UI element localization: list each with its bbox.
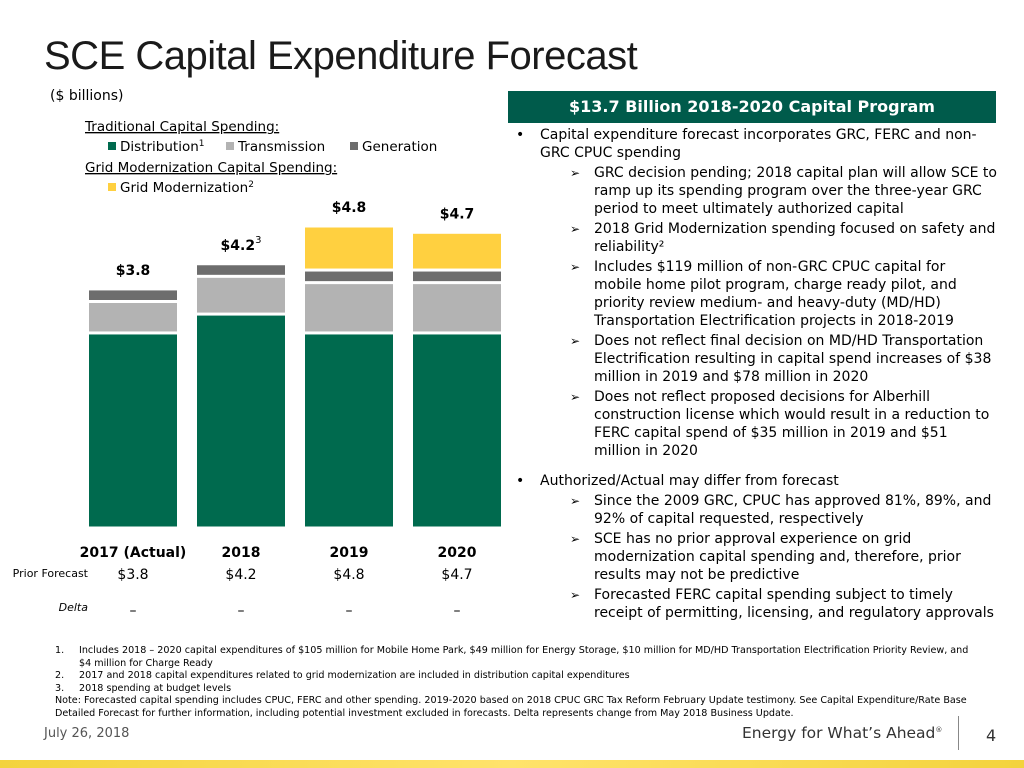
sub-bullet: Does not reflect proposed decisions for … (540, 388, 997, 460)
legend-label: Grid Modernization2 (120, 180, 254, 196)
footnote-text: Includes 2018 – 2020 capital expenditure… (79, 645, 969, 669)
legend-name: Grid Modernization (120, 180, 248, 196)
footer-stripe (0, 760, 1024, 768)
sub-bullet: Since the 2009 GRC, CPUC has approved 81… (540, 492, 997, 528)
footnote: 1. Includes 2018 – 2020 capital expenditu… (55, 645, 975, 670)
legend-swatch (226, 142, 234, 150)
total-label: $4.7 (440, 206, 475, 222)
page-number: 4 (986, 726, 997, 745)
footnotes: 1. Includes 2018 – 2020 capital expenditu… (55, 645, 975, 720)
legend-label: Distribution1 (120, 139, 205, 155)
total-label: $4.8 (332, 200, 367, 216)
footnote-number: 1. (55, 645, 65, 656)
bar-segment (197, 265, 285, 275)
divider (958, 716, 959, 750)
bar-segment (413, 284, 501, 332)
bullet: Capital expenditure forecast incorporate… (512, 126, 997, 460)
footnote: 2. 2017 and 2018 capital expenditures rel… (55, 670, 975, 683)
footnote-text: 2017 and 2018 capital expenditures relat… (79, 670, 630, 681)
total-label: $3.8 (116, 263, 151, 279)
sub-bullet: GRC decision pending; 2018 capital plan … (540, 164, 997, 218)
legend-name: Distribution (120, 139, 199, 155)
bar-segment (305, 271, 393, 282)
table-cell: – (129, 603, 137, 619)
legend-heading: Traditional Capital Spending: (84, 119, 279, 135)
tagline-mark: ® (935, 725, 943, 734)
bar-segment (89, 290, 177, 300)
sub-bullet: Forecasted FERC capital spending subject… (540, 586, 997, 622)
footnote-number: 2. (55, 670, 65, 681)
total-note: 3 (255, 235, 261, 246)
sub-bullet: Includes $119 million of non-GRC CPUC ca… (540, 258, 997, 330)
table-cell: $4.8 (333, 567, 365, 583)
legend-note: 2 (248, 180, 254, 190)
legend-name: Transmission (237, 139, 325, 155)
bar-segment (197, 315, 285, 527)
bar-segment (305, 227, 393, 269)
sub-bullet: SCE has no prior approval experience on … (540, 530, 997, 584)
total-value: $4.2 (221, 238, 256, 254)
category-label: 2018 (222, 545, 261, 561)
category-label: 2020 (438, 545, 477, 561)
panel-header: $13.7 Billion 2018-2020 Capital Program (508, 91, 996, 123)
bar-segment (197, 277, 285, 313)
bar-segment (89, 303, 177, 332)
table-cell: $3.8 (117, 567, 149, 583)
subtitle: ($ billions) (50, 88, 124, 104)
footnote-text: 2018 spending at budget levels (79, 682, 232, 694)
legend-note: 1 (199, 139, 205, 149)
bullet-panel: Capital expenditure forecast incorporate… (512, 126, 997, 628)
bullet: Authorized/Actual may differ from foreca… (512, 472, 997, 622)
total-value: $4.8 (332, 200, 367, 216)
table-cell: – (345, 603, 353, 619)
sub-bullet: 2018 Grid Modernization spending focused… (540, 220, 997, 256)
footnote-number: 3. (55, 682, 65, 694)
row-label: Prior Forecast (12, 567, 88, 580)
bar-segment (413, 334, 501, 527)
bullet-text: Authorized/Actual may differ from foreca… (540, 473, 839, 489)
footnote: 3. 2018 spending at budget levels (55, 683, 975, 696)
row-label: Delta (58, 601, 88, 614)
legend-swatch (108, 183, 116, 191)
footer-date: July 26, 2018 (44, 726, 130, 741)
table-cell: – (453, 603, 461, 619)
sub-bullet: Does not reflect final decision on MD/HD… (540, 332, 997, 386)
category-label: 2017 (Actual) (80, 545, 187, 561)
legend-label: Generation (362, 139, 437, 155)
legend-heading: Grid Modernization Capital Spending: (85, 160, 337, 176)
bar-segment (413, 233, 501, 269)
table-cell: $4.7 (441, 567, 473, 583)
bullet-text: Capital expenditure forecast incorporate… (540, 127, 977, 161)
bar-segment (413, 271, 501, 282)
total-label: $4.23 (221, 235, 262, 254)
footnote: Note: Forecasted capital spending includ… (55, 695, 975, 720)
bar-segment (305, 334, 393, 527)
slide-title: SCE Capital Expenditure Forecast (44, 34, 638, 78)
bar-segment (305, 284, 393, 332)
total-value: $3.8 (116, 263, 151, 279)
chart: Traditional Capital Spending: Grid Modern… (80, 119, 501, 561)
category-label: 2019 (330, 545, 369, 561)
legend-swatch (108, 142, 116, 150)
bar-segment (89, 334, 177, 527)
table-cell: $4.2 (225, 567, 257, 583)
legend-swatch (350, 142, 358, 150)
legend-name: Generation (362, 139, 437, 155)
footnote-text: Note: Forecasted capital spending includ… (55, 695, 967, 719)
total-value: $4.7 (440, 206, 475, 222)
table-cell: – (237, 603, 245, 619)
legend-label: Transmission (237, 139, 325, 155)
tagline: Energy for What’s Ahead® (742, 724, 942, 742)
tagline-text: Energy for What’s Ahead (742, 724, 936, 742)
